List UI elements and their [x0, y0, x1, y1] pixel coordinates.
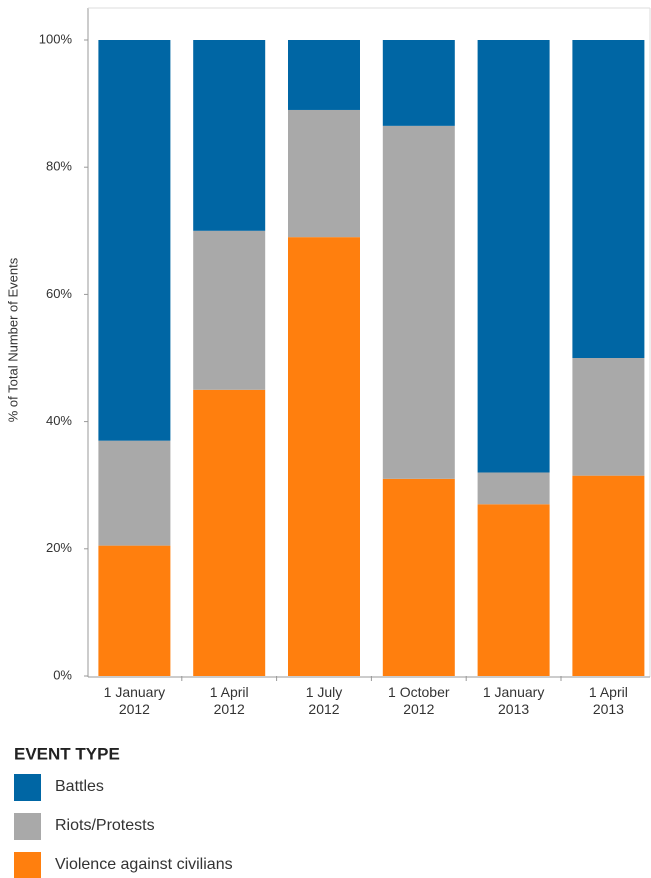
bar-segment — [288, 40, 360, 110]
bar-segment — [193, 40, 266, 231]
y-tick-label: 0% — [53, 667, 72, 682]
y-tick-label: 80% — [46, 159, 72, 174]
bar-segment — [572, 40, 645, 358]
bar-segment — [477, 504, 550, 676]
x-tick-label: 1 July 2012 — [305, 684, 343, 717]
x-tick-label: 1 April 2012 — [209, 684, 249, 717]
x-tick-label: 1 October 2012 — [388, 684, 450, 717]
bar-segment — [477, 40, 550, 473]
bar-segment — [382, 478, 455, 676]
legend-swatch — [14, 813, 41, 840]
bar-segment — [98, 40, 171, 441]
bar-segment — [193, 230, 266, 390]
bar-segment — [572, 475, 645, 676]
x-tick-label: 1 April 2013 — [588, 684, 628, 717]
legend-label: Violence against civilians — [55, 856, 233, 873]
y-axis-label: % of Total Number of Events — [5, 257, 20, 422]
bar-segment — [288, 109, 360, 238]
bar-segment — [382, 40, 455, 126]
bar-segment — [98, 440, 171, 546]
bar-segment — [288, 237, 360, 676]
legend-swatch — [14, 774, 41, 801]
legend-swatch — [14, 852, 41, 878]
x-tick-label: 1 January 2012 — [103, 684, 166, 717]
legend-title: EVENT TYPE — [14, 744, 120, 763]
y-tick-label: 60% — [46, 286, 72, 301]
x-tick-label: 1 January 2013 — [482, 684, 545, 717]
y-tick-label: 100% — [39, 31, 73, 46]
y-tick-label: 40% — [46, 413, 72, 428]
bar-segment — [572, 358, 645, 476]
legend-label: Battles — [55, 778, 104, 795]
bar-segment — [477, 472, 550, 505]
y-tick-label: 20% — [46, 540, 72, 555]
bar-segment — [98, 545, 171, 676]
bar-segment — [382, 125, 455, 479]
legend-label: Riots/Protests — [55, 817, 155, 834]
bar-segment — [193, 389, 266, 676]
